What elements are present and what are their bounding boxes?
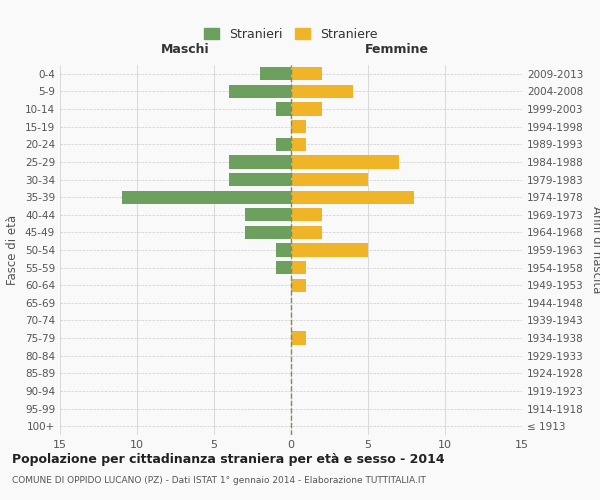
Bar bbox=[291, 244, 368, 256]
Bar bbox=[245, 226, 291, 239]
Bar bbox=[275, 261, 291, 274]
Bar bbox=[229, 156, 291, 168]
Text: Femmine: Femmine bbox=[365, 43, 429, 56]
Y-axis label: Anni di nascita: Anni di nascita bbox=[590, 206, 600, 294]
Text: COMUNE DI OPPIDO LUCANO (PZ) - Dati ISTAT 1° gennaio 2014 - Elaborazione TUTTITA: COMUNE DI OPPIDO LUCANO (PZ) - Dati ISTA… bbox=[12, 476, 426, 485]
Text: Popolazione per cittadinanza straniera per età e sesso - 2014: Popolazione per cittadinanza straniera p… bbox=[12, 452, 445, 466]
Text: Maschi: Maschi bbox=[160, 43, 209, 56]
Bar bbox=[291, 156, 399, 168]
Bar bbox=[291, 102, 322, 116]
Bar bbox=[122, 190, 291, 204]
Bar bbox=[291, 67, 322, 80]
Bar bbox=[275, 138, 291, 151]
Bar bbox=[245, 208, 291, 222]
Bar bbox=[229, 173, 291, 186]
Bar bbox=[291, 261, 307, 274]
Bar bbox=[229, 85, 291, 98]
Bar bbox=[291, 278, 307, 292]
Bar bbox=[291, 190, 414, 204]
Legend: Stranieri, Straniere: Stranieri, Straniere bbox=[199, 23, 383, 46]
Bar bbox=[291, 208, 322, 222]
Bar bbox=[260, 67, 291, 80]
Y-axis label: Fasce di età: Fasce di età bbox=[7, 215, 19, 285]
Bar bbox=[275, 102, 291, 116]
Bar bbox=[291, 138, 307, 151]
Bar bbox=[291, 226, 322, 239]
Bar bbox=[291, 120, 307, 134]
Bar bbox=[291, 85, 353, 98]
Bar bbox=[275, 244, 291, 256]
Bar bbox=[291, 173, 368, 186]
Bar bbox=[291, 332, 307, 344]
